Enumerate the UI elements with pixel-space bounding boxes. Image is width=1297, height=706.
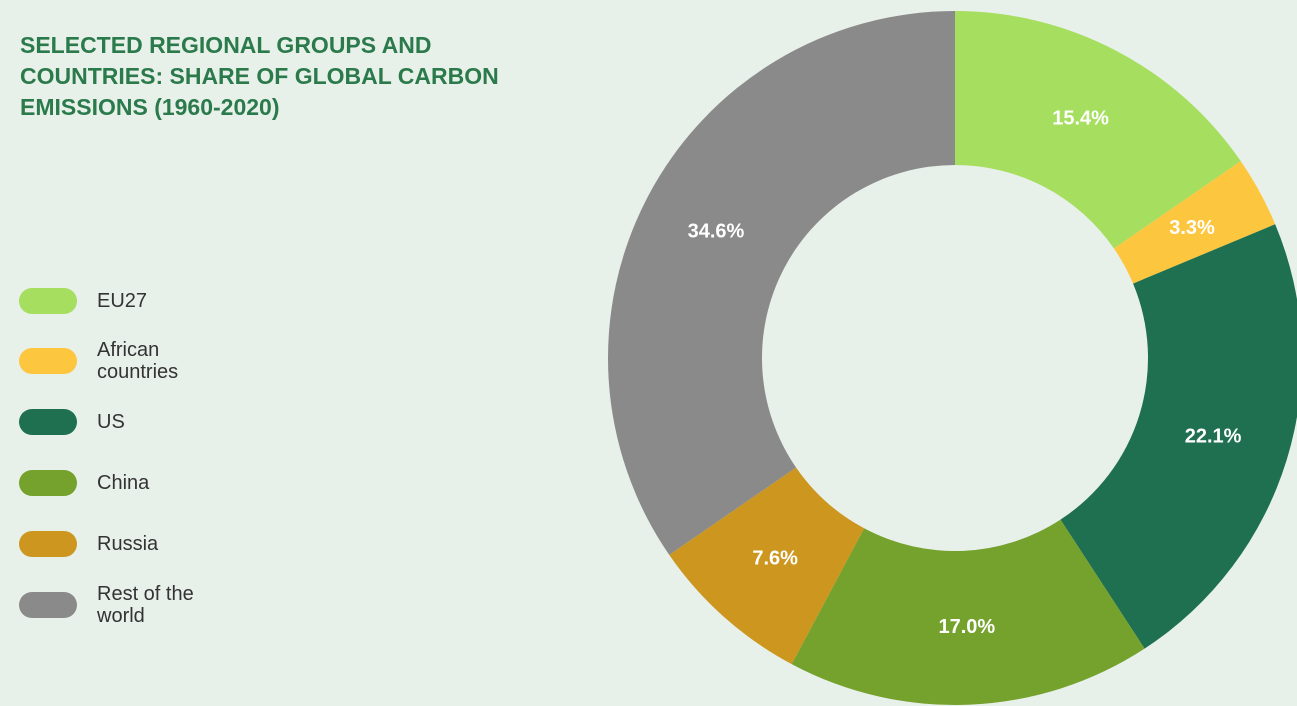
data-label: 3.3%: [1169, 217, 1215, 239]
legend-swatch: [19, 288, 77, 314]
legend-label: US: [97, 411, 125, 433]
data-label: 15.4%: [1052, 107, 1109, 129]
legend-swatch: [19, 409, 77, 435]
donut-segment: [607, 11, 955, 555]
legend-label: African countries: [97, 339, 179, 383]
chart-title: SELECTED REGIONAL GROUPS AND COUNTRIES: …: [20, 32, 499, 120]
legend: EU27 African countries US China Russia Rest o…: [19, 0, 319, 706]
donut-segment: [955, 11, 1241, 249]
data-label: 34.6%: [688, 221, 745, 243]
legend-label: Russia: [97, 533, 159, 555]
donut-segment: [1060, 224, 1297, 649]
legend-swatch: [19, 531, 77, 557]
donut-segment: [669, 467, 865, 665]
legend-item: China: [19, 457, 207, 509]
data-label: 17.0%: [939, 616, 996, 638]
legend-swatch: [19, 348, 77, 374]
data-label: 22.1%: [1185, 426, 1242, 448]
legend-label: China: [97, 472, 150, 494]
legend-item: African countries: [19, 335, 207, 387]
legend-swatch: [19, 592, 77, 618]
donut-segment: [1113, 161, 1276, 284]
legend-label: Rest of the world: [97, 583, 194, 627]
legend-item: US: [19, 396, 207, 448]
donut-segment: [791, 519, 1145, 706]
legend-item: Russia: [19, 518, 207, 570]
legend-swatch: [19, 470, 77, 496]
data-label: 7.6%: [752, 548, 798, 570]
legend-label: EU27: [97, 290, 148, 312]
legend-item: Rest of the world: [19, 579, 207, 631]
legend-item: EU27: [19, 275, 207, 327]
